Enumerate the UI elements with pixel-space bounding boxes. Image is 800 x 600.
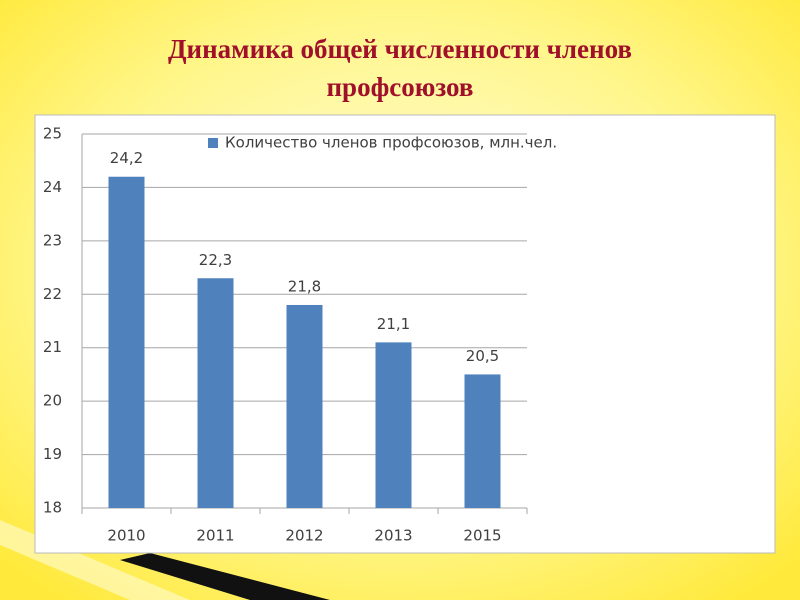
bar	[375, 342, 412, 508]
bar	[286, 304, 323, 508]
y-tick-label: 25	[43, 125, 62, 143]
x-tick-label: 2010	[107, 527, 145, 545]
bar	[464, 374, 501, 508]
x-tick-label: 2011	[196, 527, 234, 545]
y-tick-label: 22	[43, 285, 62, 303]
x-tick-label: 2013	[374, 527, 412, 545]
y-tick-label: 18	[43, 499, 62, 517]
x-tick-label: 2012	[285, 527, 323, 545]
slide-title: Динамика общей численности членов	[168, 34, 632, 64]
y-tick-label: 21	[43, 338, 62, 356]
legend-swatch	[208, 138, 218, 148]
y-tick-label: 24	[43, 178, 62, 196]
slide-title: профсоюзов	[327, 72, 474, 102]
chart: 18 19 20 21 22 23 24 25 2010 2011 2012 2013 2015 24,2…	[43, 125, 557, 545]
data-label: 21,1	[377, 315, 410, 333]
bar	[197, 278, 234, 508]
y-tick-label: 20	[43, 392, 62, 410]
data-label: 20,5	[466, 347, 499, 365]
decor-stripe	[120, 553, 330, 600]
y-tick-label: 23	[43, 231, 62, 249]
bar	[108, 176, 145, 508]
data-label: 21,8	[288, 277, 321, 295]
data-label: 24,2	[110, 149, 143, 167]
legend-label: Количество членов профсоюзов, млн.чел.	[225, 134, 557, 152]
x-tick-label: 2015	[463, 527, 501, 545]
data-label: 22,3	[199, 251, 232, 269]
y-tick-label: 19	[43, 445, 62, 463]
